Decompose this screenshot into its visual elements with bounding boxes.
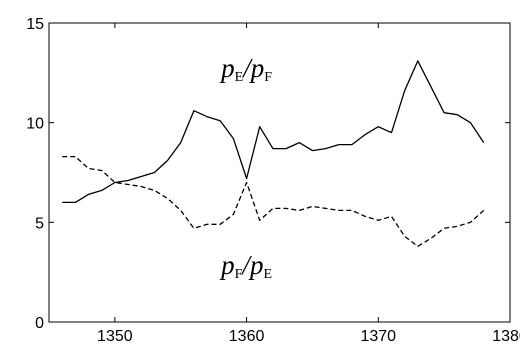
x-tick-label-1360: 1360 bbox=[229, 328, 265, 345]
x-tick-label-1370: 1370 bbox=[360, 328, 396, 345]
y-tick-label-0: 0 bbox=[35, 315, 44, 332]
series-line-pF-pE bbox=[62, 155, 485, 247]
y-tick-label-10: 10 bbox=[26, 116, 44, 133]
series-line-pE-pF bbox=[62, 60, 485, 204]
annotation-layer: pE/pF pF/pE bbox=[219, 53, 272, 282]
label-pF-pE: pF/pE bbox=[219, 250, 272, 282]
x-tick-label-1350: 1350 bbox=[97, 328, 133, 345]
y-tick-label-5: 5 bbox=[35, 215, 44, 232]
plot-area-frame bbox=[48, 22, 511, 323]
y-axis: 0 5 10 15 bbox=[26, 16, 510, 332]
y-tick-label-15: 15 bbox=[26, 16, 44, 33]
series-layer bbox=[62, 60, 485, 247]
label-pE-pF: pE/pF bbox=[219, 53, 272, 85]
